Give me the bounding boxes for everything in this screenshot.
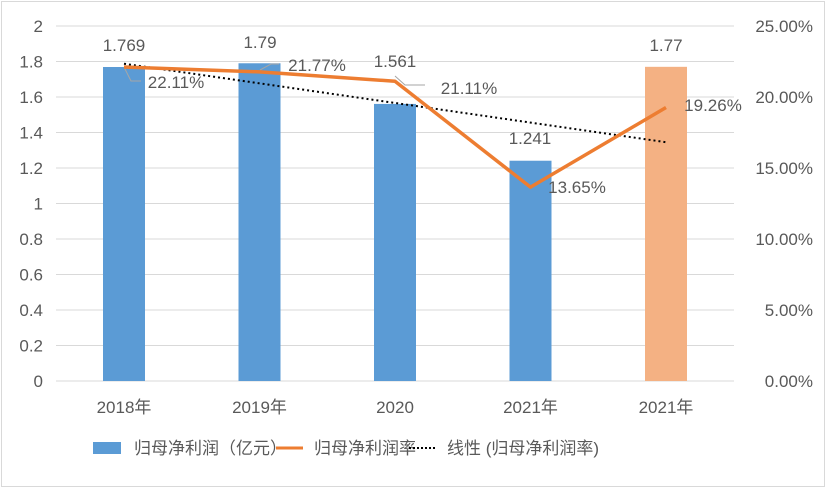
line-data-label: 21.77% <box>288 56 346 75</box>
bar-data-label: 1.77 <box>649 36 682 55</box>
left-tick-label: 1.8 <box>19 53 43 72</box>
leader-line <box>259 63 279 71</box>
legend-swatch-bar <box>93 442 121 454</box>
linear-trendline <box>123 62 667 144</box>
left-tick-label: 0 <box>34 372 43 391</box>
bar <box>238 63 281 382</box>
bar-data-label: 1.241 <box>509 129 552 148</box>
bar <box>509 160 552 381</box>
left-tick-label: 1 <box>34 195 43 214</box>
profit-margin-line <box>123 65 667 189</box>
right-tick-label: 0.00% <box>765 372 813 391</box>
category-label: 2019年 <box>232 398 287 417</box>
right-tick-label: 25.00% <box>755 17 813 36</box>
category-label: 2018年 <box>97 398 152 417</box>
bar-data-label: 1.769 <box>103 36 146 55</box>
right-tick-label: 5.00% <box>765 301 813 320</box>
left-tick-label: 1.4 <box>19 124 43 143</box>
bar-data-label: 1.561 <box>374 52 417 71</box>
left-tick-label: 0.8 <box>19 230 43 249</box>
line-data-label: 22.11% <box>148 73 204 92</box>
category-label: 2021年 <box>639 398 694 417</box>
legend-label-line: 归母净利润率 <box>314 439 416 458</box>
legend-label-bar: 归母净利润（亿元） <box>134 439 287 458</box>
leader-line <box>394 75 425 86</box>
leader-line <box>123 66 141 82</box>
left-tick-label: 0.4 <box>19 301 43 320</box>
category-label: 2021年 <box>503 398 558 417</box>
right-tick-label: 20.00% <box>755 88 813 107</box>
left-tick-label: 1.6 <box>19 88 43 107</box>
category-label: 2020 <box>376 398 414 417</box>
left-tick-label: 2 <box>34 17 43 36</box>
line-data-label: 19.26% <box>684 96 742 115</box>
line-data-label: 13.65% <box>548 178 606 197</box>
bar-data-label: 1.79 <box>243 33 276 52</box>
left-tick-label: 0.2 <box>19 337 43 356</box>
line-data-label: 21.11% <box>441 79 497 98</box>
bar <box>374 103 416 382</box>
left-tick-label: 0.6 <box>19 266 43 285</box>
bar <box>103 67 145 381</box>
right-tick-label: 15.00% <box>755 159 813 178</box>
legend-label-trendline: 线性 (归母净利润率) <box>447 439 599 458</box>
left-tick-label: 1.2 <box>19 159 43 178</box>
right-tick-label: 10.00% <box>755 230 813 249</box>
bar <box>645 66 687 381</box>
